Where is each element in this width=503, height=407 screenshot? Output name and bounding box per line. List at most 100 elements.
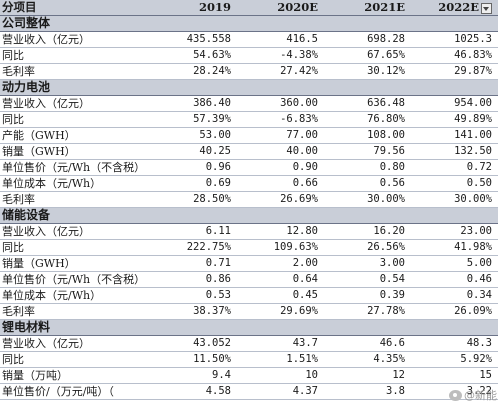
cell-value: 10 [237, 367, 324, 384]
cell-value: 28.50% [150, 191, 237, 208]
cell-value: 23.00 [411, 223, 498, 240]
table-row: 毛利率 28.50% 26.69% 30.00% 30.00% [0, 191, 498, 208]
cell-value: 53.00 [150, 127, 237, 144]
cell-value: 0.45 [237, 287, 324, 304]
cell-value: 4.37 [237, 383, 324, 400]
table-row: 单位售价（元/Wh（不含税） 0.86 0.64 0.54 0.46 [0, 271, 498, 288]
cell-value: 48.3 [411, 335, 498, 352]
table-row: 单位成本（元/Wh） 0.53 0.45 0.39 0.34 [0, 287, 498, 304]
cell-value: 109.63% [237, 239, 324, 256]
row-label: 销量（万吨） [0, 367, 150, 384]
section-header-row: 公司整体 [0, 15, 498, 32]
cell-value: 29.87% [411, 63, 498, 80]
cell-value: 41.98% [411, 239, 498, 256]
table-body: 公司整体 营业收入（亿元） 435.558 416.5 698.28 1025.3 同比 54… [0, 15, 498, 400]
cell-value: 26.09% [411, 303, 498, 320]
row-label: 毛利率 [0, 303, 150, 320]
header-year-2021e: 2021E [324, 0, 411, 16]
row-label: 毛利率 [0, 63, 150, 80]
cell-value: 636.48 [324, 95, 411, 112]
header-year-2022e[interactable]: 2022E [411, 0, 498, 16]
cell-value: 11.50% [150, 351, 237, 368]
cell-value: 27.42% [237, 63, 324, 80]
cell-value: 57.39% [150, 111, 237, 128]
row-label: 同比 [0, 47, 150, 64]
cell-value: -4.38% [237, 47, 324, 64]
cell-value: 1025.3 [411, 31, 498, 48]
cell-value: 26.56% [324, 239, 411, 256]
section-header-row: 动力电池 [0, 79, 498, 96]
cell-value: 0.80 [324, 159, 411, 176]
section-title: 储能设备 [0, 207, 498, 224]
row-label: 同比 [0, 239, 150, 256]
table-row: 同比 11.50% 1.51% 4.35% 5.92% [0, 351, 498, 368]
table-row: 同比 57.39% -6.83% 76.80% 49.89% [0, 111, 498, 128]
cell-value: 40.25 [150, 143, 237, 160]
cell-value: 49.89% [411, 111, 498, 128]
row-label: 营业收入（亿元） [0, 31, 150, 48]
section-header-row: 锂电材料 [0, 319, 498, 336]
cell-value: 30.00% [324, 191, 411, 208]
table-row: 单位售价（元/Wh（不含税） 0.96 0.90 0.80 0.72 [0, 159, 498, 176]
table-row: 销量（GWH） 40.25 40.00 79.56 132.50 [0, 143, 498, 160]
table-row: 毛利率 28.24% 27.42% 30.12% 29.87% [0, 63, 498, 80]
cell-value: 43.052 [150, 335, 237, 352]
cell-value: 0.39 [324, 287, 411, 304]
cell-value: 132.50 [411, 143, 498, 160]
cell-value: 27.78% [324, 303, 411, 320]
cell-value: 46.83% [411, 47, 498, 64]
cell-value: 4.35% [324, 351, 411, 368]
cell-value: 28.24% [150, 63, 237, 80]
table-row: 同比 54.63% -4.38% 67.65% 46.83% [0, 47, 498, 64]
cell-value: 3.8 [324, 383, 411, 400]
cell-value: 29.69% [237, 303, 324, 320]
cell-value: 0.96 [150, 159, 237, 176]
cell-value: 79.56 [324, 143, 411, 160]
cell-value: 0.64 [237, 271, 324, 288]
cell-value: 0.71 [150, 255, 237, 272]
filter-dropdown-icon[interactable] [481, 2, 492, 14]
row-label: 单位售价（元/Wh（不含税） [0, 271, 150, 288]
cell-value: 0.86 [150, 271, 237, 288]
cell-value: 0.46 [411, 271, 498, 288]
table-row: 营业收入（亿元） 386.40 360.00 636.48 954.00 [0, 95, 498, 112]
row-label: 单位成本（元/Wh） [0, 287, 150, 304]
cell-value: 222.75% [150, 239, 237, 256]
cell-value: 9.4 [150, 367, 237, 384]
cell-value: 698.28 [324, 31, 411, 48]
cell-value: 30.12% [324, 63, 411, 80]
watermark: @新能 [449, 387, 497, 403]
header-year-2020e: 2020E [237, 0, 324, 16]
cell-value: 77.00 [237, 127, 324, 144]
header-year-2022e-text: 2022E [438, 0, 479, 14]
cell-value: 54.63% [150, 47, 237, 64]
table-row: 单位成本（元/Wh） 0.69 0.66 0.56 0.50 [0, 175, 498, 192]
cell-value: 141.00 [411, 127, 498, 144]
cell-value: 26.69% [237, 191, 324, 208]
cell-value: 0.72 [411, 159, 498, 176]
cell-value: 360.00 [237, 95, 324, 112]
cell-value: 0.50 [411, 175, 498, 192]
table-row: 营业收入（亿元） 435.558 416.5 698.28 1025.3 [0, 31, 498, 48]
cell-value: 16.20 [324, 223, 411, 240]
row-label: 销量（GWH） [0, 255, 150, 272]
cell-value: 0.34 [411, 287, 498, 304]
cell-value: 954.00 [411, 95, 498, 112]
row-label: 营业收入（亿元） [0, 95, 150, 112]
weibo-icon [449, 389, 462, 401]
section-header-row: 储能设备 [0, 207, 498, 224]
cell-value: 30.00% [411, 191, 498, 208]
row-label: 同比 [0, 111, 150, 128]
row-label: 营业收入（亿元） [0, 335, 150, 352]
row-label: 营业收入（亿元） [0, 223, 150, 240]
cell-value: 67.65% [324, 47, 411, 64]
table-row: 同比 222.75% 109.63% 26.56% 41.98% [0, 239, 498, 256]
row-label: 单位成本（元/Wh） [0, 175, 150, 192]
table-row: 营业收入（亿元） 43.052 43.7 46.6 48.3 [0, 335, 498, 352]
table-row: 毛利率 38.37% 29.69% 27.78% 26.09% [0, 303, 498, 320]
header-year-2019: 2019 [150, 0, 237, 16]
row-label: 单位售价/（万元/吨）（ [0, 383, 150, 400]
cell-value: 416.5 [237, 31, 324, 48]
cell-value: 0.90 [237, 159, 324, 176]
